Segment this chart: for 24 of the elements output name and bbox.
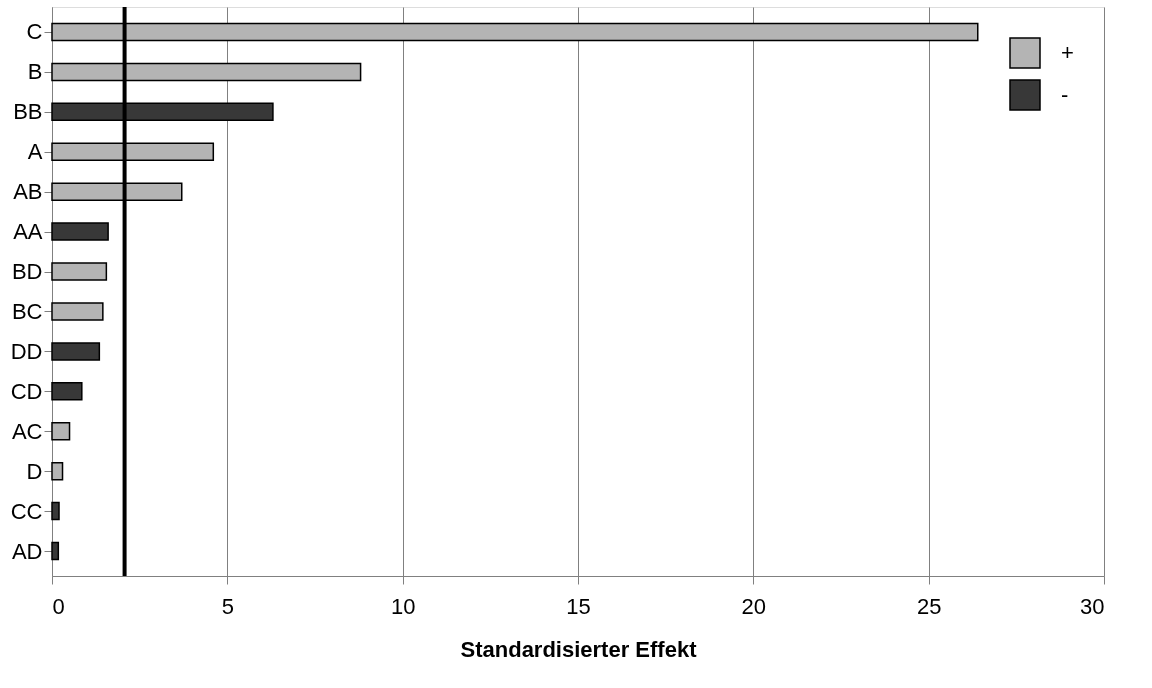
x-axis-title: Standardisierter Effekt [460,636,698,662]
y-tick-label: AA [13,219,43,245]
y-tick-label: DD [10,338,43,364]
x-tick-label: 25 [916,593,942,619]
y-tick-label: A [27,139,43,165]
y-tick-label: B [27,59,43,85]
x-tick-label: 0 [52,593,65,619]
y-tick-label: BB [13,99,43,125]
x-tick-label: 5 [221,593,234,619]
y-tick-label: D [26,458,43,484]
y-tick-label: AB [13,179,43,205]
x-tick-label: 20 [741,593,767,619]
x-tick-label: 10 [390,593,416,619]
y-tick-label: BD [11,259,43,285]
y-tick-label: BC [11,298,43,324]
x-tick-label: 15 [566,593,591,619]
y-tick-label: CD [10,378,43,404]
y-tick-label: C [26,19,43,45]
legend-label: + [1061,40,1074,65]
x-tick-label: 30 [1080,593,1105,619]
y-tick-label: CC [10,498,43,524]
y-tick-label: AC [11,418,43,444]
legend-label: - [1061,82,1069,107]
y-tick-label: AD [11,538,43,564]
